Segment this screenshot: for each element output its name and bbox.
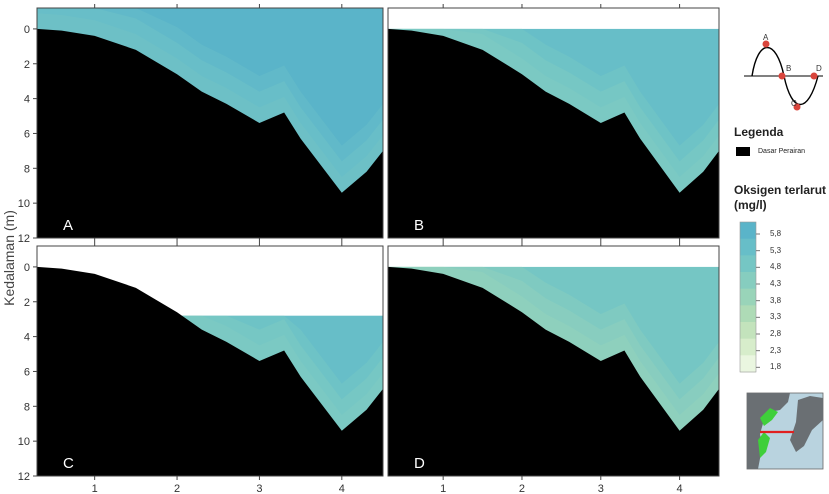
colorbar-level-label: 2,3 (770, 345, 782, 355)
y-tick-label: 8 (24, 163, 30, 175)
colorbar-level-label: 5,3 (770, 245, 782, 255)
colorbar-swatch (740, 222, 756, 240)
colorbar-swatch (740, 355, 756, 373)
x-tick-label: 3 (598, 483, 604, 494)
y-tick-label: 8 (24, 401, 30, 413)
y-tick-label: 4 (24, 94, 30, 106)
y-tick-label: 12 (18, 233, 30, 245)
colorbar-swatch (740, 238, 756, 256)
x-tick-label: 4 (339, 483, 345, 494)
legend-title: Legenda (734, 125, 784, 139)
inset-map (746, 392, 824, 470)
legend-item: Dasar Perairan (736, 147, 805, 156)
colorbar-level-label: 1,8 (770, 362, 782, 372)
panel-a: A 0 2 4 6 8 10 12 (18, 4, 384, 245)
legend-item-label: Dasar Perairan (758, 148, 806, 155)
y-axis-label: Kedalaman (m) (1, 210, 17, 306)
x-tick-label: 2 (174, 483, 180, 494)
y-tick-label: 6 (24, 128, 30, 140)
seabed (388, 28, 719, 238)
colorbar-level-label: 3,8 (770, 295, 782, 305)
inset-map-mangrove (758, 408, 778, 458)
y-tick-label: 6 (24, 366, 30, 378)
x-tick-label: 4 (677, 483, 683, 494)
tide-point-d-label: D (816, 64, 822, 73)
colorbar-swatch (740, 338, 756, 356)
colorbar-swatch (740, 288, 756, 306)
colorbar-level-label: 4,3 (770, 279, 782, 288)
inset-map-land-west (747, 393, 790, 469)
x-tick-label: 1 (92, 483, 98, 494)
colorbar-level-label: 3,3 (770, 312, 782, 322)
panel-label: B (414, 217, 424, 234)
y-tick-label: 0 (24, 24, 30, 36)
panel-label: D (414, 455, 425, 472)
y-tick-label: 4 (24, 332, 30, 344)
panel-b: B (387, 4, 720, 242)
y-tick-label: 10 (18, 198, 30, 210)
colorbar-frame (739, 221, 757, 373)
x-tick-label: 3 (256, 483, 262, 494)
colorbar-title: Oksigen terlarut (mg/l) (734, 183, 829, 213)
panel-frame (387, 7, 720, 239)
panel-label: C (63, 455, 74, 472)
tide-point-c-marker (793, 103, 801, 111)
colorbar-swatch (740, 272, 756, 290)
y-tick-label: 12 (18, 471, 30, 483)
colorbar-title-line1: Oksigen terlarut (734, 183, 827, 197)
x-tick-label: 2 (519, 483, 525, 494)
panel-d: D 1 2 3 4 (387, 242, 720, 494)
colorbar-swatch (740, 255, 756, 273)
y-tick-label: 0 (24, 262, 30, 274)
colorbar-level-label: 4,8 (770, 262, 782, 272)
seabed (37, 266, 383, 476)
colorbar-swatch (740, 305, 756, 323)
y-tick-label: 10 (18, 436, 30, 448)
y-tick-label: 2 (24, 59, 30, 71)
seabed (37, 28, 383, 238)
panel-label: A (63, 217, 73, 234)
panel-frame (36, 7, 384, 239)
seabed (388, 266, 719, 476)
colorbar-level-label: 5,8 (770, 229, 782, 238)
inset-map-land-east (790, 396, 823, 452)
tide-point-a-label: A (763, 33, 769, 42)
colorbar-swatch (740, 322, 756, 340)
colorbar-title-line2: (mg/l) (734, 198, 767, 212)
panel-frame (36, 245, 384, 477)
y-tick-label: 2 (24, 297, 30, 309)
tide-point-d-marker (810, 72, 818, 80)
tide-point-b-label: B (786, 64, 791, 73)
panel-frame (387, 245, 720, 477)
colorbar-level-label: 2,8 (770, 329, 782, 338)
tide-point-a-marker (762, 40, 770, 48)
legend-swatch (736, 147, 750, 156)
tide-point-b-marker (778, 72, 786, 80)
tide-diagram: A B C D (744, 33, 823, 111)
colorbar (739, 221, 760, 373)
x-tick-label: 1 (440, 483, 446, 494)
tide-point-c-label: C (791, 99, 797, 108)
